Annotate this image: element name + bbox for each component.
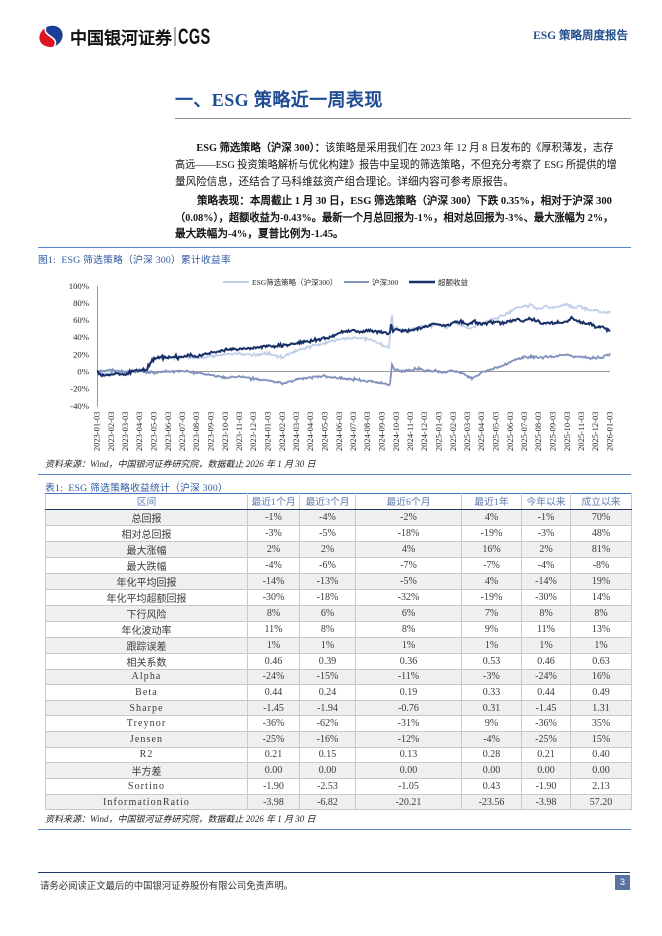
svg-text:2023-03-03: 2023-03-03 — [120, 412, 130, 452]
svg-text:2025-10-03: 2025-10-03 — [562, 412, 572, 452]
svg-text:2023-08-03: 2023-08-03 — [191, 412, 201, 452]
svg-text:2024-09-03: 2024-09-03 — [377, 412, 387, 452]
svg-text:2025-03-03: 2025-03-03 — [462, 412, 472, 452]
svg-text:2025-05-03: 2025-05-03 — [491, 412, 501, 452]
svg-text:2024-06-03: 2024-06-03 — [334, 412, 344, 452]
svg-text:2026-01-03: 2026-01-03 — [605, 412, 615, 452]
svg-text:2025-08-03: 2025-08-03 — [533, 412, 543, 452]
svg-text:2025-02-03: 2025-02-03 — [448, 412, 458, 452]
svg-text:沪深300: 沪深300 — [372, 277, 398, 287]
svg-text:2025-12-03: 2025-12-03 — [590, 412, 600, 452]
svg-text:2024-07-03: 2024-07-03 — [348, 412, 358, 452]
svg-text:2023-11-03: 2023-11-03 — [234, 412, 244, 451]
svg-text:40%: 40% — [73, 332, 89, 342]
svg-text:2024-04-03: 2024-04-03 — [305, 412, 315, 452]
svg-text:20%: 20% — [73, 349, 89, 359]
svg-text:2023-05-03: 2023-05-03 — [149, 412, 159, 452]
svg-text:2024-02-03: 2024-02-03 — [277, 412, 287, 452]
svg-text:2023-06-03: 2023-06-03 — [163, 412, 173, 452]
svg-text:2025-04-03: 2025-04-03 — [476, 412, 486, 452]
svg-text:100%: 100% — [69, 281, 89, 291]
svg-text:2023-07-03: 2023-07-03 — [177, 412, 187, 452]
svg-text:2025-06-03: 2025-06-03 — [505, 412, 515, 452]
svg-text:2023-09-03: 2023-09-03 — [206, 412, 216, 452]
svg-text:80%: 80% — [73, 298, 89, 308]
svg-text:2023-04-03: 2023-04-03 — [134, 412, 144, 452]
svg-text:2024-12-03: 2024-12-03 — [419, 412, 429, 452]
svg-text:2025-09-03: 2025-09-03 — [548, 412, 558, 452]
svg-text:0%: 0% — [77, 367, 89, 377]
svg-text:2024-08-03: 2024-08-03 — [362, 412, 372, 452]
svg-text:2023-01-03: 2023-01-03 — [92, 412, 102, 452]
svg-text:2024-01-03: 2024-01-03 — [263, 412, 273, 452]
svg-text:2025-01-03: 2025-01-03 — [434, 412, 444, 452]
svg-text:2024-03-03: 2024-03-03 — [291, 412, 301, 452]
svg-text:2024-05-03: 2024-05-03 — [320, 412, 330, 452]
svg-text:2025-11-03: 2025-11-03 — [576, 412, 586, 451]
svg-text:2023-12-03: 2023-12-03 — [248, 412, 258, 452]
svg-text:2023-02-03: 2023-02-03 — [106, 412, 116, 452]
svg-text:2024-10-03: 2024-10-03 — [391, 412, 401, 452]
svg-text:2023-10-03: 2023-10-03 — [220, 412, 230, 452]
svg-text:60%: 60% — [73, 315, 89, 325]
svg-text:2025-07-03: 2025-07-03 — [519, 412, 529, 452]
svg-text:超额收益: 超额收益 — [438, 277, 468, 287]
svg-text:-20%: -20% — [70, 384, 89, 394]
svg-text:2024-11-03: 2024-11-03 — [405, 412, 415, 451]
svg-text:-40%: -40% — [70, 401, 89, 411]
svg-text:ESG筛选策略（沪深300）: ESG筛选策略（沪深300） — [252, 277, 337, 287]
